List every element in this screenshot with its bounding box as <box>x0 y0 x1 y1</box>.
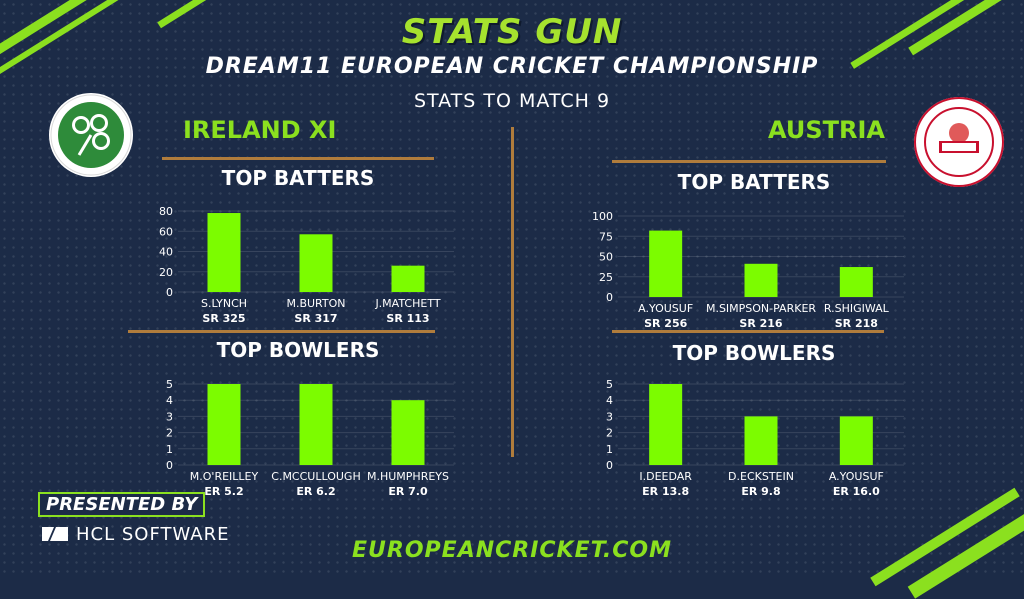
team-name-right: AUSTRIA <box>768 116 885 144</box>
y-tick-label: 50 <box>599 251 613 264</box>
x-sublabel: ER 16.0 <box>833 485 880 498</box>
x-category-label: M.BURTON <box>286 297 345 310</box>
divider-right-mid <box>612 330 884 333</box>
bar <box>391 400 425 465</box>
y-tick-label: 5 <box>166 378 173 391</box>
y-tick-label: 75 <box>599 230 613 243</box>
x-category-label: S.LYNCH <box>201 297 247 310</box>
y-tick-label: 40 <box>159 246 173 259</box>
main-title: STATS GUN <box>401 12 623 52</box>
bar <box>839 267 873 297</box>
divider-left-top <box>162 157 434 160</box>
x-category-label: R.SHIGIWAL <box>824 302 890 315</box>
x-sublabel: SR 256 <box>644 317 688 330</box>
y-tick-label: 1 <box>606 443 613 456</box>
section-title-left-batters: TOP BATTERS <box>221 166 375 190</box>
y-tick-label: 100 <box>592 210 613 223</box>
y-tick-label: 80 <box>159 205 173 218</box>
chart-ireland-bowlers: 0 1 2 3 4 5 M.O'REILLEY ER 5.2 C.MCCULLOUGH ER 6.… <box>166 378 454 498</box>
y-tick-label: 0 <box>166 459 173 472</box>
team-name-left: IRELAND XI <box>183 116 337 144</box>
x-category-label: A.YOUSUF <box>638 302 693 315</box>
y-tick-label: 4 <box>606 394 613 407</box>
y-tick-label: 3 <box>166 410 173 423</box>
bar <box>839 416 873 465</box>
championship-title: DREAM11 EUROPEAN CRICKET CHAMPIONSHIP <box>205 54 819 79</box>
x-category-label: J.MATCHETT <box>374 297 440 310</box>
y-tick-label: 3 <box>606 410 613 423</box>
bar <box>207 213 241 292</box>
x-category-label: M.SIMPSON-PARKER <box>706 302 816 315</box>
x-category-label: I.DEEDAR <box>639 470 692 483</box>
x-sublabel: SR 218 <box>835 317 878 330</box>
y-tick-label: 20 <box>159 266 173 279</box>
sponsor-logo: HCL SOFTWARE <box>40 524 230 545</box>
x-sublabel: SR 317 <box>294 312 337 325</box>
chart-austria-bowlers: 0 1 2 3 4 5 I.DEEDAR ER 13.8 D.ECKSTEIN ER 9.8 A.Y… <box>606 378 904 498</box>
bar <box>649 384 683 465</box>
bar <box>744 263 778 297</box>
y-tick-label: 2 <box>606 427 613 440</box>
x-sublabel: SR 216 <box>739 317 783 330</box>
x-sublabel: ER 13.8 <box>642 485 689 498</box>
y-tick-label: 25 <box>599 271 613 284</box>
section-title-left-bowlers: TOP BOWLERS <box>216 338 380 362</box>
section-title-right-bowlers: TOP BOWLERS <box>672 341 836 365</box>
y-tick-label: 0 <box>606 459 613 472</box>
stats-to-match: STATS TO MATCH 9 <box>413 90 611 112</box>
divider-left-mid <box>128 330 435 333</box>
bar <box>299 234 333 292</box>
hcl-logo-icon <box>42 527 68 541</box>
x-category-label: M.O'REILLEY <box>190 470 259 483</box>
bar <box>207 384 241 465</box>
y-tick-label: 5 <box>606 378 613 391</box>
sponsor-name: HCL SOFTWARE <box>76 524 230 545</box>
chart-ireland-batters: 0 20 40 60 80 S.LYNCH SR 325 M.BURTON SR 317 J.MA… <box>159 205 454 325</box>
x-sublabel: ER 5.2 <box>204 485 243 498</box>
shamrock-icon <box>49 93 133 177</box>
presented-by-label: PRESENTED BY <box>38 492 206 517</box>
y-tick-label: 2 <box>166 427 173 440</box>
y-tick-label: 1 <box>166 443 173 456</box>
bar <box>391 265 425 292</box>
x-category-label: D.ECKSTEIN <box>728 470 794 483</box>
y-tick-label: 60 <box>159 225 173 238</box>
x-sublabel: ER 7.0 <box>388 485 428 498</box>
chart-austria-batters: 0 25 50 75 100 A.YOUSUF SR 256 M.SIMPSON-PARKER… <box>592 210 904 330</box>
bar <box>744 416 778 465</box>
austria-crest-icon <box>914 97 1004 187</box>
y-tick-label: 0 <box>606 291 613 304</box>
y-tick-label: 4 <box>166 394 173 407</box>
x-category-label: C.MCCULLOUGH <box>271 470 360 483</box>
x-sublabel: ER 9.8 <box>741 485 780 498</box>
bar <box>299 384 333 465</box>
footer-url[interactable]: EUROPEANCRICKET.COM <box>352 538 672 563</box>
bar <box>649 230 683 297</box>
x-sublabel: SR 325 <box>202 312 245 325</box>
center-divider <box>511 127 514 457</box>
divider-right-top <box>612 160 886 163</box>
x-sublabel: SR 113 <box>386 312 429 325</box>
y-tick-label: 0 <box>166 286 173 299</box>
section-title-right-batters: TOP BATTERS <box>677 170 831 194</box>
x-category-label: A.YOUSUF <box>829 470 884 483</box>
x-sublabel: ER 6.2 <box>296 485 335 498</box>
x-category-label: M.HUMPHREYS <box>367 470 449 483</box>
